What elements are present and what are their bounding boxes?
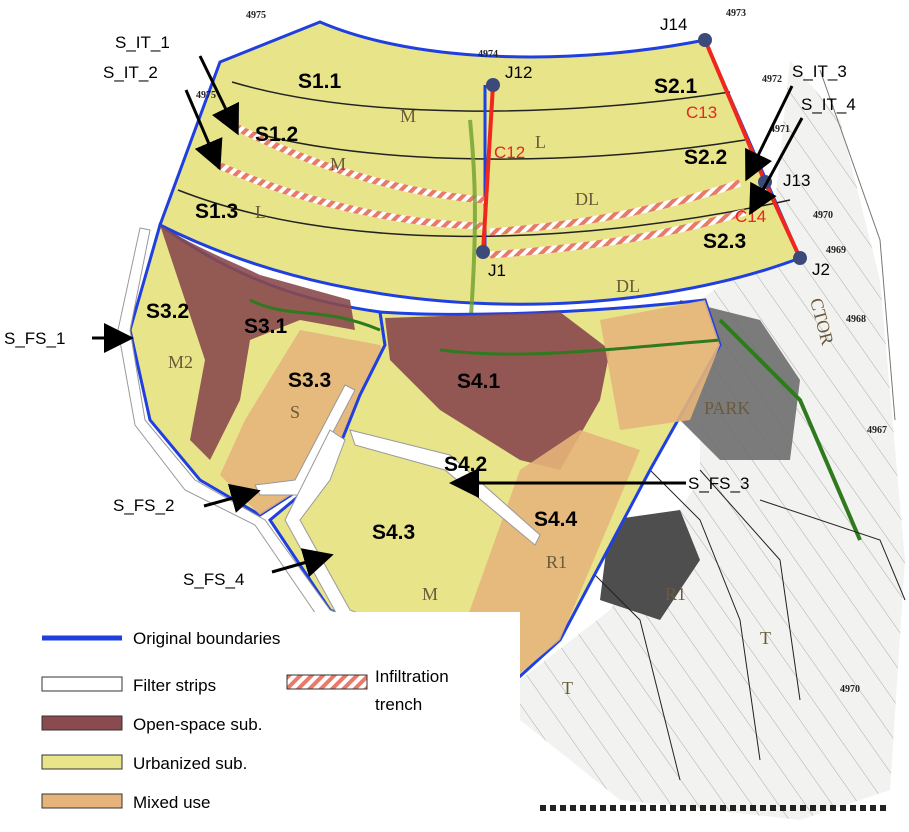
- landuse-l1: L: [535, 132, 546, 152]
- elevation-4973: 4973: [726, 8, 746, 19]
- legend-open-space: Open-space sub.: [133, 715, 262, 734]
- label-s3-2: S3.2: [146, 300, 189, 323]
- legend-infiltration-2: trench: [375, 695, 422, 714]
- arrow-s-fs-4: [271, 548, 334, 578]
- callout-s-fs-3: S_FS_3: [688, 474, 749, 493]
- callout-s-it-1: S_IT_1: [115, 33, 170, 52]
- landuse-m1: M: [400, 106, 416, 126]
- label-s3-3: S3.3: [288, 369, 331, 392]
- arrow-s-fs-2: [203, 483, 261, 513]
- label-s4-4: S4.4: [534, 508, 578, 531]
- label-s2-2: S2.2: [684, 146, 727, 169]
- landuse-r1b: R1: [665, 584, 686, 604]
- elevation-4975-left: 4975: [196, 90, 216, 101]
- junction-j2-node[interactable]: [793, 251, 807, 265]
- callout-s-it-2: S_IT_2: [103, 63, 158, 82]
- label-s4-3: S4.3: [372, 521, 415, 544]
- callout-s-it-4: S_IT_4: [801, 95, 856, 114]
- elevation-4975-top: 4975: [246, 10, 266, 21]
- label-s2-3: S2.3: [703, 230, 746, 253]
- landuse-t1: T: [760, 628, 771, 648]
- label-s1-3: S1.3: [195, 200, 238, 223]
- label-j13: J13: [783, 171, 810, 190]
- landuse-m4: M: [422, 584, 438, 604]
- base-map: [520, 60, 906, 820]
- label-s4-1: S4.1: [457, 370, 501, 393]
- callout-s-fs-2: S_FS_2: [113, 496, 174, 515]
- landuse-dl1: DL: [575, 189, 599, 209]
- legend-infiltration-swatch: [286, 674, 368, 690]
- arrow-s-it-1: [198, 55, 239, 136]
- label-s3-1: S3.1: [244, 315, 288, 338]
- landuse-t2: T: [562, 678, 573, 698]
- legend-infiltration-1: Infiltration: [375, 667, 449, 686]
- elevation-labels: 4975 4975 4974 4973 4972 4971 4970 4969 …: [196, 8, 887, 695]
- arrow-s-it-4: [749, 117, 804, 216]
- landuse-dl2: DL: [616, 276, 640, 296]
- elevation-4974: 4974: [478, 49, 498, 60]
- label-j14: J14: [660, 15, 687, 34]
- landuse-m2-area: M2: [168, 352, 193, 372]
- legend-original-boundaries: Original boundaries: [133, 629, 280, 648]
- label-c14: C14: [735, 207, 766, 226]
- landuse-r1a: R1: [546, 552, 567, 572]
- callout-s-fs-1: S_FS_1: [4, 329, 65, 348]
- elevation-4967: 4967: [867, 425, 887, 436]
- elevation-4969: 4969: [826, 245, 846, 256]
- arrow-s-it-3: [745, 85, 794, 182]
- junction-j1-node[interactable]: [476, 245, 490, 259]
- north-band: [158, 20, 803, 331]
- legend-filter-strips-swatch: [41, 676, 123, 692]
- elevation-4968: 4968: [846, 314, 866, 325]
- legend: Original boundaries Filter strips Infilt…: [0, 612, 520, 832]
- arrow-s-it-2: [184, 89, 223, 171]
- elevation-4970-top: 4970: [813, 210, 833, 221]
- callout-s-it-3: S_IT_3: [792, 62, 847, 81]
- callouts: S_IT_1 S_IT_2 S_IT_3 S_IT_4 S_FS_1 S_FS_…: [4, 33, 856, 589]
- label-j1: J1: [488, 261, 506, 280]
- landuse-s: S: [290, 402, 300, 422]
- label-s4-2: S4.2: [444, 453, 487, 476]
- conduit-c12-line: [481, 84, 495, 253]
- label-s1-1: S1.1: [298, 70, 342, 93]
- label-s2-1: S2.1: [654, 75, 698, 98]
- landuse-park: PARK: [704, 398, 750, 418]
- s3-area: [128, 222, 400, 517]
- legend-open-space-swatch: [41, 715, 123, 731]
- elevation-4970-bottom: 4970: [840, 684, 860, 695]
- label-s1-2: S1.2: [255, 123, 298, 146]
- legend-urbanized: Urbanized sub.: [133, 754, 247, 773]
- junction-j14-node[interactable]: [698, 33, 712, 47]
- legend-filter-strips: Filter strips: [133, 676, 216, 695]
- legend-urbanized-swatch: [41, 754, 123, 770]
- landuse-m2: M: [330, 154, 346, 174]
- elevation-4972: 4972: [762, 74, 782, 85]
- label-c13: C13: [686, 103, 717, 122]
- label-c12: C12: [494, 143, 525, 162]
- callout-s-fs-4: S_FS_4: [183, 570, 244, 589]
- legend-mixed-use: Mixed use: [133, 793, 210, 812]
- elevation-4971: 4971: [770, 124, 790, 135]
- label-j2: J2: [812, 260, 830, 279]
- legend-mixed-use-swatch: [41, 793, 123, 809]
- label-j12: J12: [505, 63, 532, 82]
- landuse-l2: L: [255, 202, 266, 222]
- junction-j12-node[interactable]: [486, 78, 500, 92]
